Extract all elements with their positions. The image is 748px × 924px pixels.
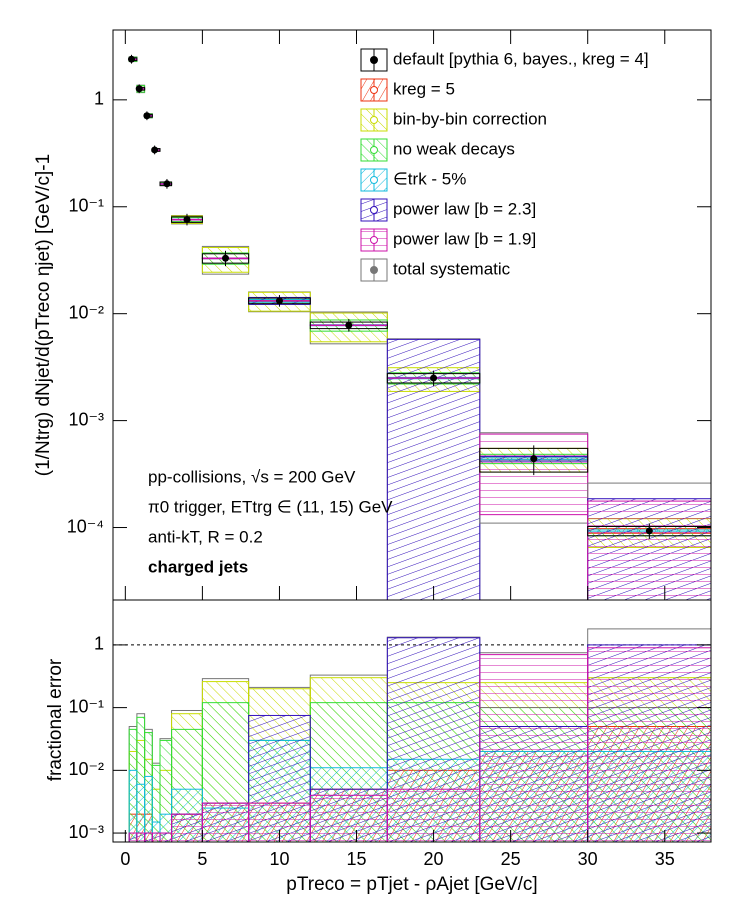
legend-marker <box>370 176 378 184</box>
x-tick-label: 5 <box>197 849 207 869</box>
y-tick-label: 10⁻³ <box>68 822 104 842</box>
x-tick-label: 10 <box>269 849 289 869</box>
y-tick-label: 10⁻¹ <box>68 196 104 216</box>
data-point <box>645 527 653 535</box>
error-bar <box>144 775 153 842</box>
y-tick-label: 10⁻⁴ <box>67 516 104 536</box>
x-tick-label: 20 <box>424 849 444 869</box>
data-point <box>275 297 283 305</box>
lower-frame <box>112 599 712 843</box>
legend-label: kreg = 5 <box>393 79 455 98</box>
systematic-band <box>587 500 711 600</box>
annotation: anti-kT, R = 0.2 <box>148 527 263 546</box>
lower-y-title: fractional error <box>45 658 66 781</box>
legend: default [pythia 6, bayes., kreg = 4] kreg… <box>360 48 649 282</box>
y-tick-label: 10⁻² <box>68 759 104 779</box>
axes: (1/Ntrg) dNjet/d(pTreco ηjet) [GeV/c]-1 … <box>33 29 712 895</box>
x-tick-label: 0 <box>120 849 130 869</box>
annotation: charged jets <box>148 557 248 576</box>
legend-label: no weak decays <box>393 139 515 158</box>
y-tick-label: 10⁻³ <box>68 409 104 429</box>
legend-label: bin-by-bin correction <box>393 109 547 128</box>
legend-label: default [pythia 6, bayes., kreg = 4] <box>393 49 649 68</box>
data-point <box>135 85 143 93</box>
error-bar <box>479 654 589 842</box>
legend-label: power law [b = 2.3] <box>393 199 536 218</box>
upper-y-title: (1/Ntrg) dNjet/d(pTreco ηjet) [GeV/c]-1 <box>33 154 54 476</box>
x-tick-label: 25 <box>501 849 521 869</box>
legend-marker <box>370 206 378 214</box>
annotation: pp-collisions, √s = 200 GeV <box>148 467 356 486</box>
error-bar <box>201 802 250 842</box>
legend-label: power law [b = 1.9] <box>393 229 536 248</box>
legend-label: total systematic <box>393 259 511 278</box>
x-tick-label: 15 <box>346 849 366 869</box>
x-tick-label: 35 <box>655 849 675 869</box>
legend-marker <box>370 56 378 64</box>
x-title: pTreco = pTjet - ρAjet [GeV/c] <box>286 874 537 895</box>
data-point <box>151 146 159 154</box>
annotation: π0 trigger, ETtrg ∈ (11, 15) GeV <box>148 497 393 516</box>
lower-plot <box>113 628 711 842</box>
legend-marker <box>370 86 378 94</box>
data-point <box>222 254 230 262</box>
error-bar <box>309 794 388 842</box>
x-tick-label: 30 <box>578 849 598 869</box>
data-point <box>163 180 171 188</box>
y-tick-label: 1 <box>94 89 104 109</box>
data-point <box>430 374 438 382</box>
data-point <box>127 55 135 63</box>
data-point <box>183 216 191 224</box>
legend-marker <box>370 236 378 244</box>
y-tick-label: 10⁻² <box>68 302 104 322</box>
y-tick-label: 10⁻¹ <box>68 696 104 716</box>
legend-label: ∈trk - 5% <box>393 169 466 188</box>
y-tick-label: 1 <box>94 634 104 654</box>
legend-marker <box>370 116 378 124</box>
upper-plot <box>127 54 711 600</box>
data-point <box>530 455 538 463</box>
legend-marker <box>370 146 378 154</box>
error-bar <box>587 647 711 842</box>
data-point <box>345 321 353 329</box>
data-point <box>143 112 151 120</box>
error-bar <box>171 813 203 842</box>
legend-marker <box>370 266 378 274</box>
